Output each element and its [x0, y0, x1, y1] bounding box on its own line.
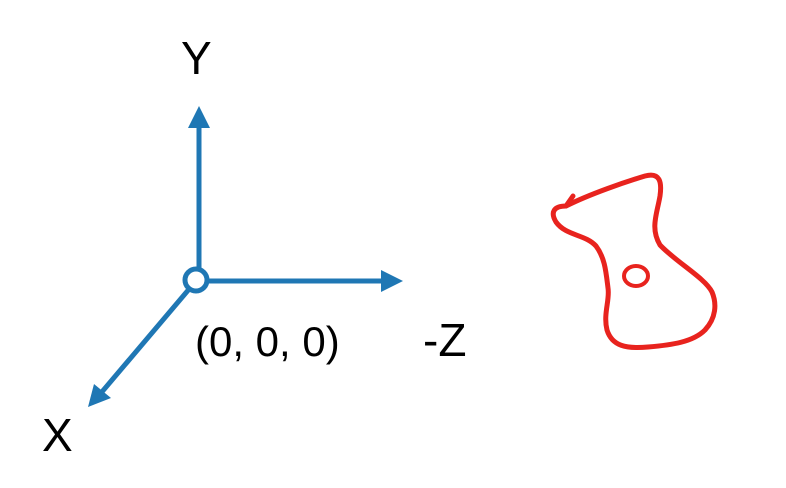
- origin-label: (0, 0, 0): [195, 318, 340, 365]
- y-axis-label: Y: [181, 32, 212, 84]
- z-axis-arrowhead: [381, 270, 403, 292]
- z-axis: [208, 270, 403, 292]
- z-axis-label: -Z: [423, 314, 466, 366]
- y-axis: [188, 106, 210, 272]
- object-center-marker: [624, 266, 648, 286]
- x-axis-label: X: [42, 409, 73, 461]
- x-axis-line: [101, 288, 190, 393]
- irregular-closed-curve-icon: [553, 175, 715, 347]
- origin-marker: [185, 269, 207, 291]
- y-axis-arrowhead: [188, 106, 210, 128]
- object-outline: [553, 175, 715, 347]
- x-axis: [88, 288, 190, 407]
